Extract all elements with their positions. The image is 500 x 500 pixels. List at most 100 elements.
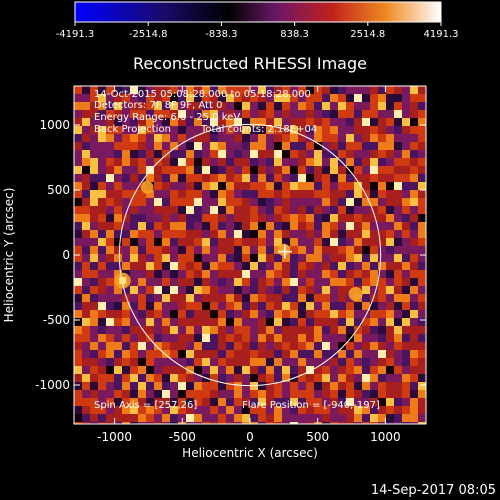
heatmap-cell <box>394 278 402 286</box>
heatmap-cell <box>122 350 130 358</box>
heatmap-cell <box>370 214 378 222</box>
heatmap-cell <box>138 230 146 238</box>
heatmap-cell <box>418 190 426 198</box>
heatmap-cell <box>306 254 314 262</box>
heatmap-cell <box>98 174 106 182</box>
heatmap-cell <box>410 318 418 326</box>
heatmap-cell <box>330 126 338 134</box>
heatmap-cell <box>386 310 394 318</box>
heatmap-cell <box>250 166 258 174</box>
heatmap-cell <box>218 126 226 134</box>
heatmap-cell <box>290 150 298 158</box>
heatmap-cell <box>98 334 106 342</box>
heatmap-cell <box>114 254 122 262</box>
heatmap-cell <box>314 390 322 398</box>
heatmap-cell <box>354 142 362 150</box>
x-axis-label: Heliocentric X (arcsec) <box>182 446 318 460</box>
heatmap-cell <box>194 414 202 422</box>
heatmap-cell <box>138 118 146 126</box>
heatmap-cell <box>98 182 106 190</box>
heatmap-cell <box>274 134 282 142</box>
heatmap-cell <box>274 414 282 422</box>
heatmap-cell <box>130 174 138 182</box>
heatmap-cell <box>250 86 258 94</box>
heatmap-cell <box>170 86 178 94</box>
heatmap-cell <box>258 318 266 326</box>
heatmap-cell <box>154 150 162 158</box>
heatmap-cell <box>90 94 98 102</box>
heatmap-cell <box>154 398 162 406</box>
heatmap-cell <box>106 350 114 358</box>
heatmap-cell <box>162 102 170 110</box>
heatmap-cell <box>402 126 410 134</box>
heatmap-cell <box>378 422 386 424</box>
heatmap-cell <box>82 286 90 294</box>
heatmap-cell <box>402 222 410 230</box>
heatmap-cell <box>306 342 314 350</box>
heatmap-cell <box>298 334 306 342</box>
heatmap-cell <box>362 110 370 118</box>
heatmap-cell <box>154 262 162 270</box>
heatmap-cell <box>82 142 90 150</box>
heatmap-cell <box>370 334 378 342</box>
heatmap-cell <box>266 110 274 118</box>
heatmap-cell <box>314 134 322 142</box>
heatmap-cell <box>146 262 154 270</box>
heatmap-cell <box>178 190 186 198</box>
heatmap-cell <box>330 334 338 342</box>
heatmap-cell <box>394 414 402 422</box>
heatmap-cell <box>82 278 90 286</box>
heatmap-cell <box>386 190 394 198</box>
heatmap-cell <box>122 374 130 382</box>
heatmap-cell <box>394 262 402 270</box>
heatmap-cell <box>234 382 242 390</box>
heatmap-cell <box>346 310 354 318</box>
heatmap-cell <box>362 142 370 150</box>
heatmap-cell <box>258 134 266 142</box>
heatmap-cell <box>386 366 394 374</box>
heatmap-cell <box>290 94 298 102</box>
heatmap-cell <box>290 118 298 126</box>
heatmap-cell <box>154 342 162 350</box>
heatmap-cell <box>282 102 290 110</box>
heatmap-cell <box>218 270 226 278</box>
heatmap-cell <box>362 222 370 230</box>
heatmap-cell <box>362 310 370 318</box>
heatmap-cell <box>178 286 186 294</box>
heatmap-cell <box>162 326 170 334</box>
heatmap-cell <box>154 254 162 262</box>
heatmap-cell <box>146 86 154 94</box>
heatmap-cell <box>378 382 386 390</box>
heatmap-cell <box>106 238 114 246</box>
heatmap-cell <box>274 318 282 326</box>
heatmap-cell <box>258 198 266 206</box>
heatmap-cell <box>370 374 378 382</box>
heatmap-cell <box>210 142 218 150</box>
heatmap-cell <box>418 326 426 334</box>
heatmap-cell <box>386 94 394 102</box>
heatmap-cell <box>266 366 274 374</box>
heatmap-cell <box>266 358 274 366</box>
heatmap-cell <box>242 254 250 262</box>
heatmap-cell <box>154 270 162 278</box>
heatmap-cell <box>234 278 242 286</box>
heatmap-cell <box>306 334 314 342</box>
heatmap-cell <box>186 390 194 398</box>
heatmap-cell <box>418 406 426 414</box>
heatmap-cell <box>258 326 266 334</box>
heatmap-cell <box>402 318 410 326</box>
heatmap-cell <box>218 382 226 390</box>
heatmap-cell <box>242 150 250 158</box>
heatmap-cell <box>202 366 210 374</box>
heatmap-cell <box>90 390 98 398</box>
heatmap-cell <box>194 198 202 206</box>
heatmap-cell <box>250 94 258 102</box>
heatmap-cell <box>90 310 98 318</box>
heatmap-cell <box>82 270 90 278</box>
heatmap-cell <box>266 406 274 414</box>
heatmap-cell <box>314 310 322 318</box>
heatmap-cell <box>274 422 282 424</box>
heatmap-cell <box>90 174 98 182</box>
heatmap-cell <box>322 286 330 294</box>
heatmap-cell <box>242 246 250 254</box>
